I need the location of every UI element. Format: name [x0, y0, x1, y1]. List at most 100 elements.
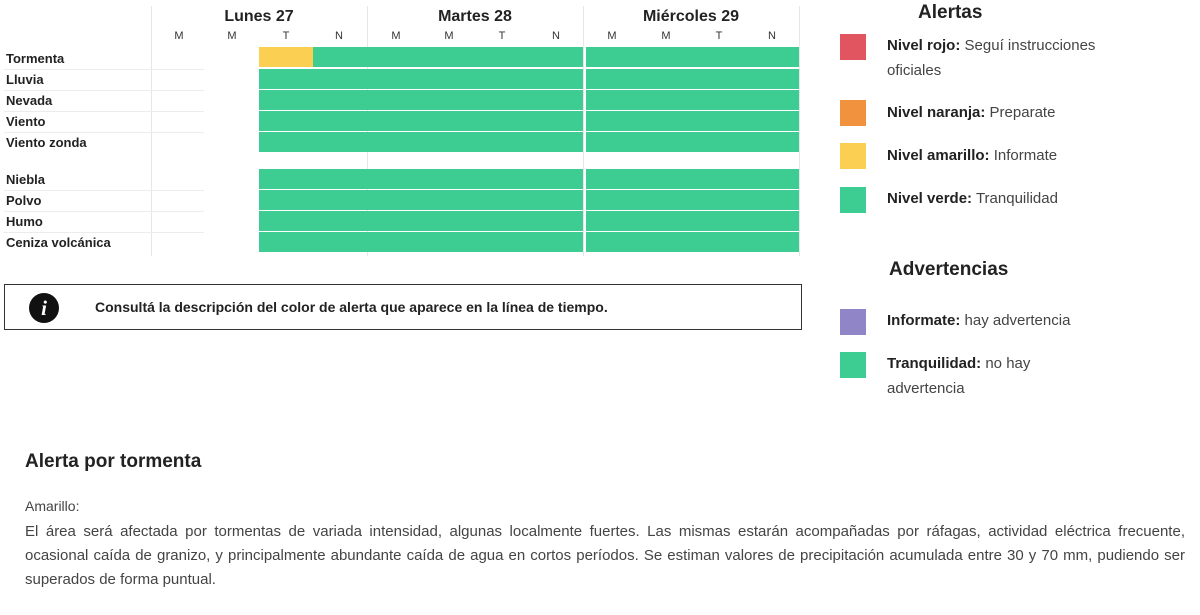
- timeline-cell-verde: [639, 69, 693, 89]
- timeline-cell-verde: [746, 90, 799, 110]
- period-label: M: [607, 30, 617, 42]
- timeline-cell-verde: [259, 90, 313, 110]
- day-divider: [799, 6, 800, 256]
- timeline-cell-verde: [370, 47, 423, 67]
- legend-item-name: Nivel naranja:: [887, 104, 986, 121]
- legend-item-name: Informate:: [887, 312, 961, 329]
- day-header-martes: Martes 28: [438, 8, 512, 25]
- timeline-cell-verde: [586, 232, 639, 252]
- timeline-cell-verde: [423, 132, 477, 152]
- timeline-cell-verde: [530, 190, 583, 210]
- legend-item-name: Nivel amarillo:: [887, 147, 990, 164]
- hazard-label-tormenta: Tormenta: [6, 51, 65, 66]
- timeline-cell-verde: [370, 232, 423, 252]
- info-icon: i: [29, 293, 59, 323]
- timeline-cell-verde: [423, 232, 477, 252]
- row-divider: [4, 111, 204, 112]
- timeline-cell-verde: [586, 169, 639, 189]
- period-label: M: [444, 30, 454, 42]
- period-label: T: [282, 30, 290, 42]
- timeline-cell-verde: [313, 111, 366, 131]
- timeline-cell-verde: [423, 90, 477, 110]
- timeline-cell-verde: [586, 111, 639, 131]
- timeline-cell-verde: [313, 169, 366, 189]
- hazard-label-humo: Humo: [6, 214, 43, 229]
- legend-title-alertas: Alertas: [918, 2, 983, 23]
- timeline-cell-verde: [370, 190, 423, 210]
- timeline-cell-verde: [746, 190, 799, 210]
- timeline-cell-verde: [423, 111, 477, 131]
- period-label: M: [661, 30, 671, 42]
- timeline-cell-verde: [477, 211, 530, 231]
- timeline-cell-verde: [746, 169, 799, 189]
- timeline-cell-verde: [477, 169, 530, 189]
- timeline-cell-verde: [370, 69, 423, 89]
- timeline-cell-verde: [746, 132, 799, 152]
- timeline-cell-verde: [530, 232, 583, 252]
- timeline-cell-verde: [313, 47, 366, 67]
- timeline-cell-amarillo: [259, 47, 313, 67]
- description-level: Amarillo:: [25, 498, 80, 514]
- legend-item-desc: Informate: [993, 147, 1058, 164]
- period-label: M: [391, 30, 401, 42]
- timeline-cell-verde: [259, 111, 313, 131]
- legend-item-verde: Nivel verde: Tranquilidad: [887, 186, 1127, 211]
- row-divider: [4, 69, 204, 70]
- info-text: Consultá la descripción del color de ale…: [95, 299, 608, 315]
- timeline-cell-verde: [693, 111, 746, 131]
- legend-item-desc: Preparate: [989, 104, 1056, 121]
- legend-swatch-violeta: [840, 309, 866, 335]
- timeline-cell-verde: [259, 169, 313, 189]
- timeline-cell-verde: [639, 111, 693, 131]
- timeline-cell-verde: [746, 111, 799, 131]
- timeline-cell-verde: [423, 211, 477, 231]
- timeline-cell-verde: [370, 132, 423, 152]
- timeline-cell-verde: [586, 190, 639, 210]
- day-divider: [583, 6, 584, 256]
- timeline-cell-verde: [423, 169, 477, 189]
- timeline-cell-verde: [370, 169, 423, 189]
- description-body: El área será afectada por tormentas de v…: [25, 523, 1185, 588]
- row-divider: [4, 211, 204, 212]
- timeline-cell-verde: [693, 47, 746, 67]
- timeline-cell-verde: [313, 69, 366, 89]
- timeline-cell-verde: [693, 132, 746, 152]
- timeline-cell-verde: [746, 69, 799, 89]
- row-divider: [4, 90, 204, 91]
- period-label: M: [174, 30, 184, 42]
- legend-item-amarillo: Nivel amarillo: Informate: [887, 143, 1127, 168]
- timeline-cell-verde: [746, 232, 799, 252]
- row-divider: [4, 232, 204, 233]
- timeline-cell-verde: [586, 132, 639, 152]
- timeline-cell-verde: [586, 211, 639, 231]
- timeline-cell-verde: [313, 211, 366, 231]
- hazard-label-nevada: Nevada: [6, 93, 53, 108]
- timeline-cell-verde: [423, 47, 477, 67]
- timeline-cell-verde: [313, 232, 366, 252]
- timeline-cell-verde: [530, 211, 583, 231]
- hazard-label-niebla: Niebla: [6, 172, 46, 187]
- timeline-cell-verde: [530, 132, 583, 152]
- timeline-cell-verde: [639, 211, 693, 231]
- legend-item-naranja: Nivel naranja: Preparate: [887, 100, 1127, 125]
- legend-item-desc: no hay advertencia: [887, 355, 1031, 397]
- period-label: M: [227, 30, 237, 42]
- info-box: i Consultá la descripción del color de a…: [4, 284, 802, 330]
- timeline-cell-verde: [259, 190, 313, 210]
- timeline-cell-verde: [586, 69, 639, 89]
- timeline-cell-verde: [586, 47, 639, 67]
- timeline-cell-verde: [639, 169, 693, 189]
- timeline-cell-verde: [259, 69, 313, 89]
- hazard-label-ceniza-volcanica: Ceniza volcánica: [6, 235, 111, 250]
- legend-item-desc: hay advertencia: [964, 312, 1071, 329]
- timeline-cell-verde: [530, 47, 583, 67]
- timeline-cell-verde: [530, 111, 583, 131]
- timeline-cell-verde: [313, 132, 366, 152]
- legend-item-desc: Tranquilidad: [975, 190, 1058, 207]
- period-label: N: [552, 30, 560, 42]
- period-label: N: [768, 30, 776, 42]
- timeline-cell-verde: [746, 211, 799, 231]
- timeline-cell-verde: [477, 69, 530, 89]
- timeline-cell-verde: [259, 211, 313, 231]
- day-header-miercoles: Miércoles 29: [642, 8, 740, 25]
